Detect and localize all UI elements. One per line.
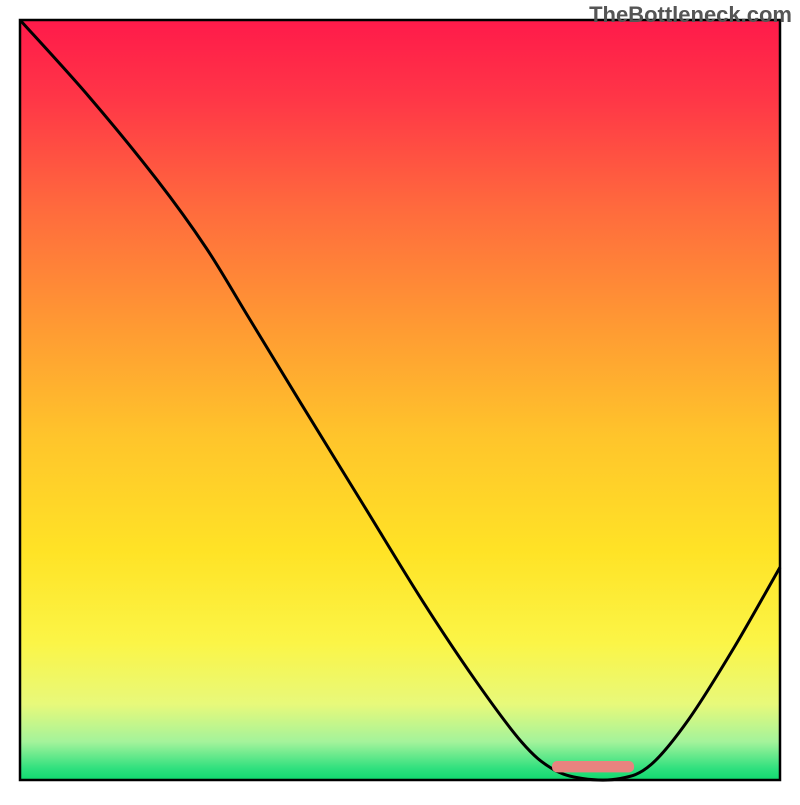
bottleneck-chart <box>0 0 800 800</box>
optimal-range-marker <box>552 761 634 772</box>
watermark-label: TheBottleneck.com <box>589 2 792 28</box>
plot-background-gradient <box>20 20 780 780</box>
chart-container: TheBottleneck.com <box>0 0 800 800</box>
